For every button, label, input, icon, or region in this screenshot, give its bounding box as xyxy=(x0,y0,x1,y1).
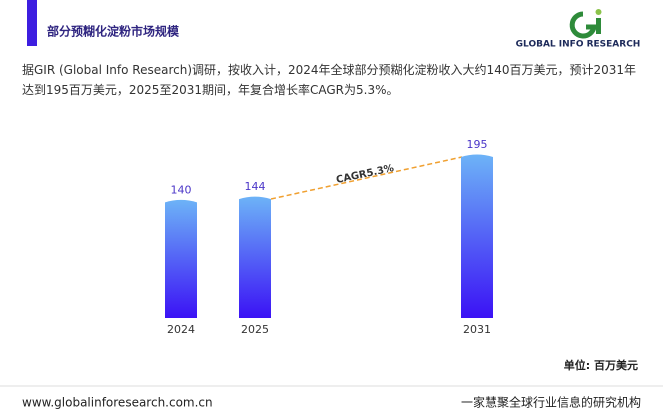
cagr-label: CAGR5.3% xyxy=(335,163,395,186)
value-label: 140 xyxy=(171,183,192,196)
x-tick-label: 2025 xyxy=(241,323,269,336)
accent-bar xyxy=(27,0,37,46)
bar xyxy=(239,196,271,318)
value-label: 144 xyxy=(245,180,266,193)
x-tick-label: 2031 xyxy=(463,323,491,336)
bar xyxy=(461,154,493,318)
logo-mark xyxy=(569,9,602,39)
bar xyxy=(165,199,197,318)
title: 部分预糊化淀粉市场规模 xyxy=(47,24,180,39)
cagr-line xyxy=(270,156,463,200)
footer-slogan: 一家慧聚全球行业信息的研究机构 xyxy=(461,395,641,410)
logo-text: GLOBAL INFO RESEARCH xyxy=(516,40,641,50)
unit-label: 单位: 百万美元 xyxy=(564,358,638,372)
description: 据GIR (Global Info Research)调研，按收入计，2024年… xyxy=(22,63,637,97)
x-tick-label: 2024 xyxy=(167,323,195,336)
footer-url: www.globalinforesearch.com.cn xyxy=(22,396,213,410)
value-label: 195 xyxy=(467,138,488,151)
